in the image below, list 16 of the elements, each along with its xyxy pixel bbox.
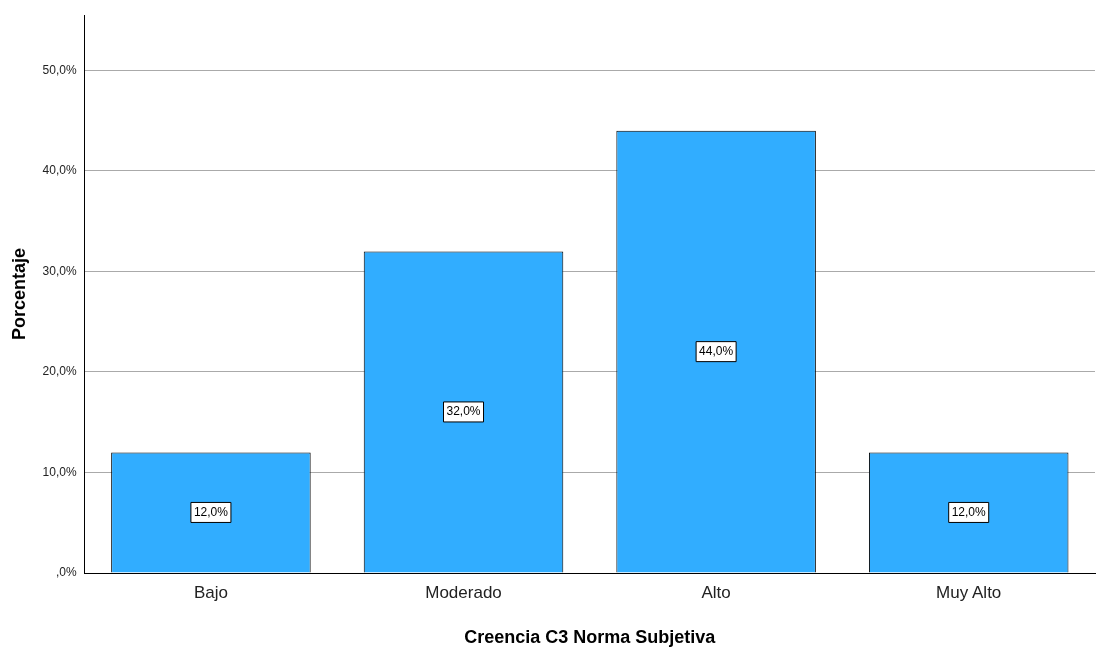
data-label: 44,0% [699,343,734,358]
data-label: 32,0% [446,404,481,419]
x-tick-label: Alto [701,582,731,602]
data-label: 12,0% [193,504,229,519]
x-axis-title: Creencia C3 Norma Subjetiva [464,627,717,648]
y-tick-label: 10,0% [42,464,77,479]
x-tick-label: Muy Alto [936,582,1002,602]
data-label: 12,0% [951,504,987,519]
y-axis-title: Porcentaje [8,248,29,341]
y-tick-label: 50,0% [42,62,77,77]
y-tick-label: 40,0% [42,163,77,178]
x-tick-label: Moderado [425,582,502,602]
y-tick-label: 20,0% [42,364,77,379]
y-tick-label: 30,0% [42,263,77,278]
y-tick-label: ,0% [55,565,77,580]
x-tick-label: Bajo [193,582,228,602]
